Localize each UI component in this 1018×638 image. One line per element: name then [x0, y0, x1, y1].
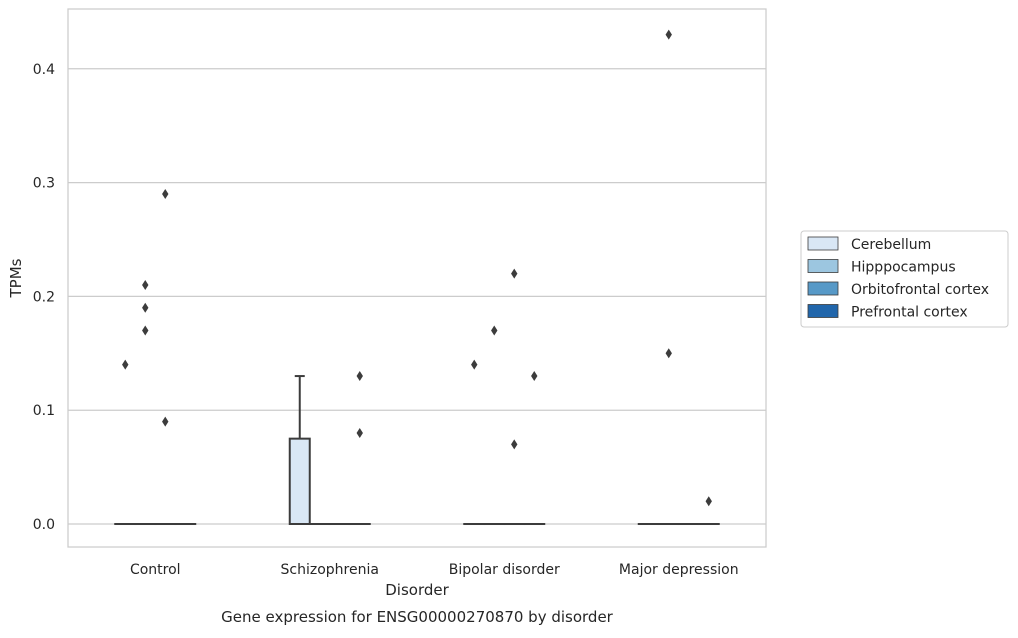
outlier-point — [162, 189, 168, 199]
x-tick-labels: Control Schizophrenia Bipolar disorder Majo… — [130, 562, 739, 578]
outlier-point — [666, 30, 672, 40]
legend: Cerebellum Hipppocampus Orbitofrontal cort… — [801, 231, 1008, 327]
x-tick-label: Schizophrenia — [281, 562, 379, 578]
boxes — [115, 30, 719, 524]
box-group — [524, 371, 544, 524]
legend-label: Hipppocampus — [851, 260, 956, 276]
x-axis-label: Disorder — [385, 581, 449, 599]
outlier-point — [531, 371, 537, 381]
legend-swatch — [808, 305, 838, 318]
outlier-point — [357, 428, 363, 438]
x-tick-label: Major depression — [619, 562, 739, 578]
outlier-point — [357, 371, 363, 381]
legend-swatch — [808, 260, 838, 273]
outlier-point — [471, 360, 477, 370]
box-group — [464, 360, 484, 524]
box-group — [484, 326, 504, 524]
box-group — [155, 189, 175, 524]
box-group — [290, 376, 310, 524]
y-tick-label: 0.3 — [33, 176, 55, 192]
outlier-point — [491, 326, 497, 336]
legend-swatch — [808, 282, 838, 295]
outlier-point — [511, 269, 517, 279]
y-axis-label: TPMs — [7, 258, 25, 298]
gridlines — [68, 69, 766, 524]
x-tick-label: Control — [130, 562, 181, 578]
outlier-point — [142, 280, 148, 290]
legend-label: Prefrontal cortex — [851, 305, 968, 321]
box-group — [504, 269, 524, 524]
box-group — [135, 280, 155, 524]
outlier-point — [142, 326, 148, 336]
y-tick-label: 0.1 — [33, 403, 55, 419]
x-tick-label: Bipolar disorder — [449, 562, 560, 578]
chart-title: Gene expression for ENSG00000270870 by d… — [221, 608, 614, 626]
outlier-point — [142, 303, 148, 313]
box — [290, 439, 310, 524]
outlier-point — [666, 348, 672, 358]
legend-swatch — [808, 237, 838, 250]
legend-label: Orbitofrontal cortex — [851, 282, 989, 298]
box-group — [115, 360, 135, 524]
y-tick-labels: 0.0 0.1 0.2 0.3 0.4 — [33, 62, 55, 533]
box-group — [699, 496, 719, 524]
outlier-point — [122, 360, 128, 370]
y-tick-label: 0.4 — [33, 62, 55, 78]
legend-label: Cerebellum — [851, 237, 931, 253]
outlier-point — [162, 417, 168, 427]
outlier-point — [511, 439, 517, 449]
box-group — [350, 371, 370, 524]
y-tick-label: 0.0 — [33, 517, 55, 533]
outlier-point — [706, 496, 712, 506]
y-tick-label: 0.2 — [33, 289, 55, 305]
plot-frame — [68, 9, 766, 547]
box-group — [659, 30, 679, 524]
